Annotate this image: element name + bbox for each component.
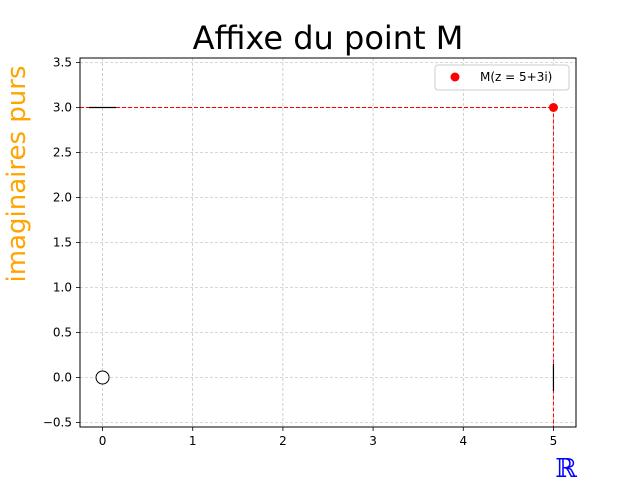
axis-ticks: 0 1 2 3 4 5 −0.5 0.0 0.5 1.0 1.5 2.0 2.5 3.0 3.5	[43, 56, 557, 449]
chart-title: Affixe du point M	[193, 19, 464, 57]
legend-entry: M(z = 5+3i)	[480, 70, 552, 84]
y-tick-label: 2.5	[53, 146, 72, 160]
y-tick-label: −0.5	[43, 416, 72, 430]
y-axis-label: imaginaires purs	[2, 66, 32, 283]
point-m	[548, 103, 558, 112]
y-tick-label: 1.0	[53, 281, 72, 295]
y-tick-label: 0.0	[53, 371, 72, 385]
x-tick-label: 3	[369, 434, 377, 448]
y-tick-label: 1.5	[53, 236, 72, 250]
legend: M(z = 5+3i)	[434, 64, 570, 91]
origin-marker	[95, 370, 110, 385]
x-axis-label: ℝ	[555, 454, 577, 480]
plot-area	[80, 103, 558, 427]
x-tick-label: 0	[99, 434, 107, 448]
legend-box	[434, 64, 570, 91]
y-tick-label: 3.5	[53, 56, 72, 70]
y-tick-label: 0.5	[53, 326, 72, 340]
y-tick-label: 2.0	[53, 191, 72, 205]
x-tick-label: 1	[189, 434, 197, 448]
x-tick-label: 4	[459, 434, 467, 448]
grid	[80, 58, 576, 427]
legend-marker	[450, 72, 460, 82]
y-tick-label: 3.0	[53, 101, 72, 115]
x-tick-label: 2	[279, 434, 287, 448]
x-tick-label: 5	[550, 434, 558, 448]
